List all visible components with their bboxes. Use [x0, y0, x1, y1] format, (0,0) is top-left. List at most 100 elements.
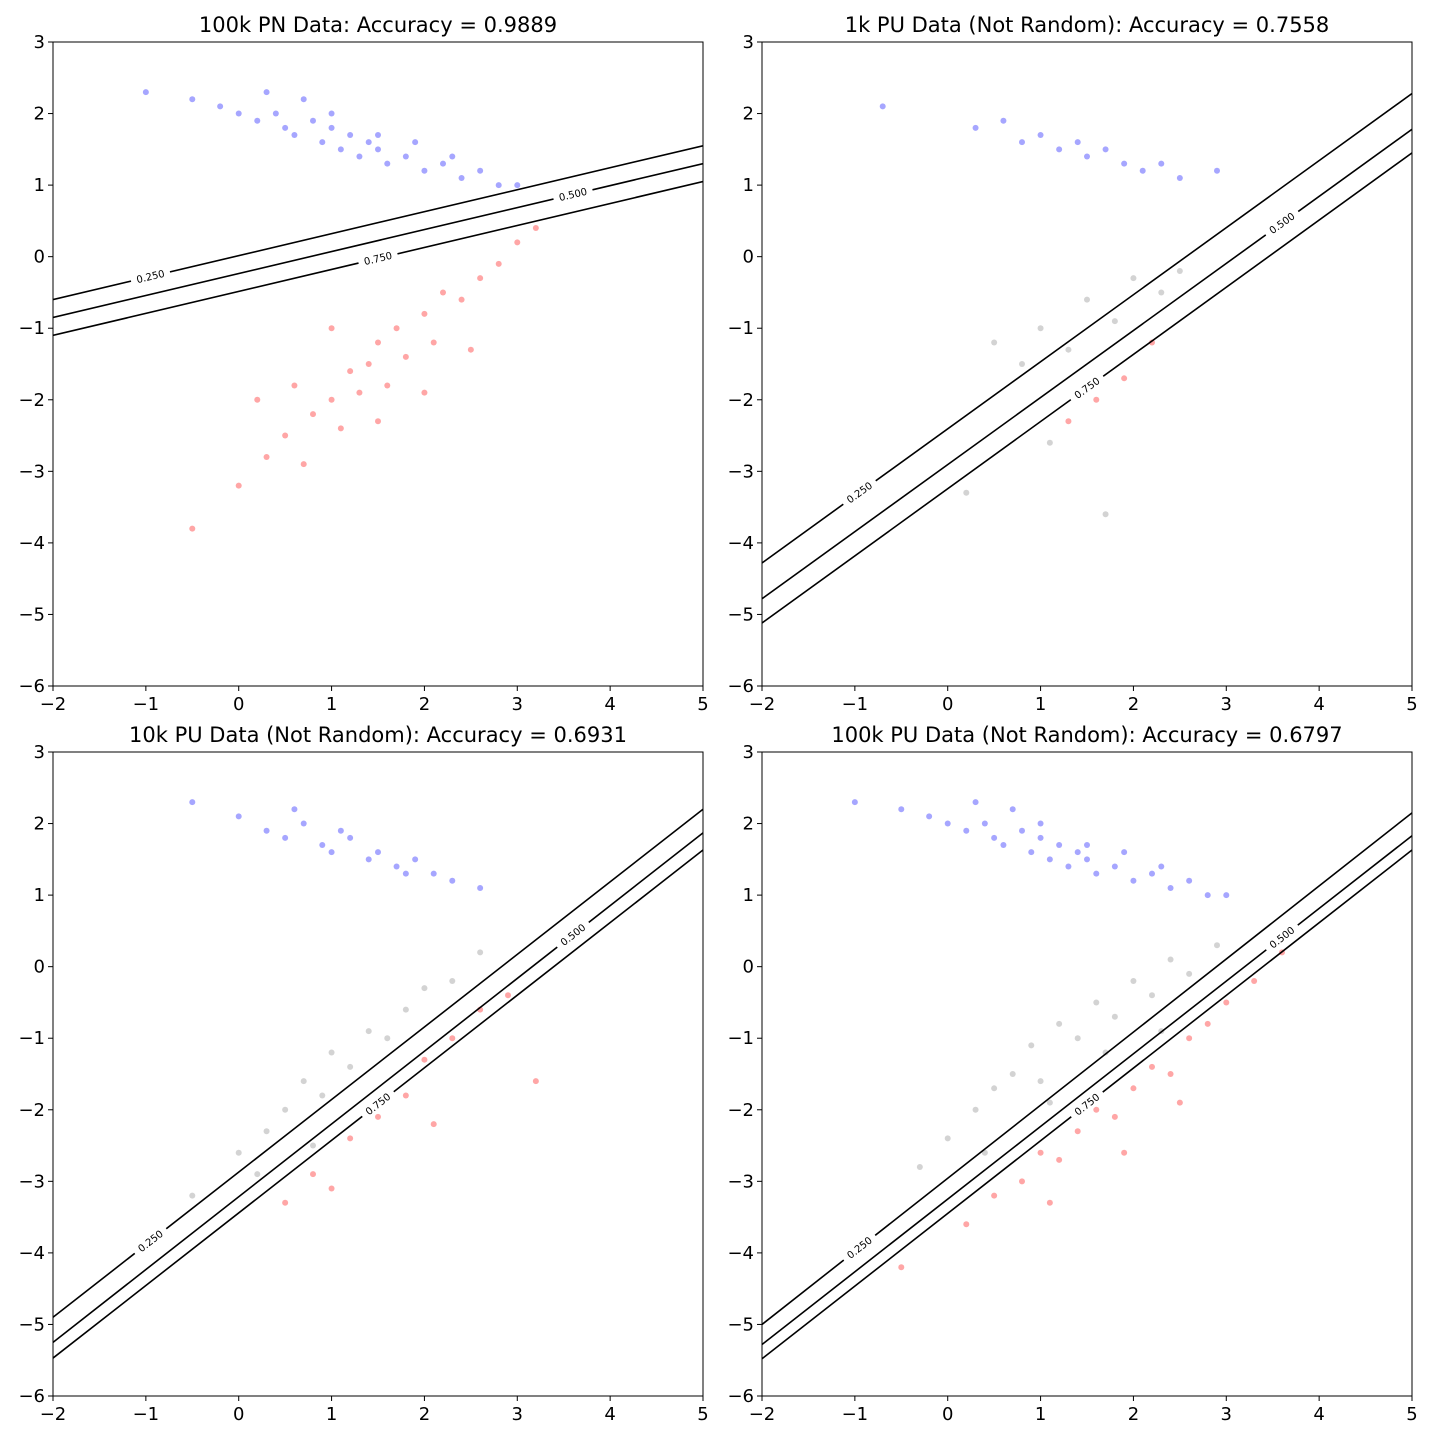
point — [384, 160, 391, 167]
contour-label-bg — [1066, 370, 1108, 406]
point — [1130, 877, 1137, 884]
y-tick-label: −3 — [727, 461, 754, 482]
point — [421, 310, 428, 317]
point — [449, 877, 456, 884]
x-tick-label: 5 — [1406, 1404, 1417, 1425]
contour-label-bg — [357, 1086, 399, 1122]
point — [916, 1164, 923, 1171]
x-tick-label: 0 — [233, 694, 244, 715]
x-tick-label: −2 — [40, 694, 67, 715]
contour-label-bg — [839, 1229, 880, 1266]
x-tick-label: −1 — [133, 1404, 160, 1425]
y-tick-label: 2 — [743, 814, 754, 835]
x-tick-label: 2 — [419, 694, 430, 715]
point — [384, 382, 391, 389]
point — [347, 1135, 354, 1142]
point — [189, 799, 196, 806]
point — [1149, 870, 1155, 877]
y-tick-label: −5 — [18, 604, 45, 625]
point — [217, 103, 224, 110]
point — [263, 454, 270, 461]
panel: 1k PU Data (Not Random): Accuracy = 0.75… — [727, 13, 1417, 715]
point — [1009, 806, 1016, 813]
point — [1102, 511, 1109, 518]
point — [1111, 1113, 1118, 1120]
point — [1130, 275, 1137, 282]
point — [272, 110, 279, 117]
point — [467, 346, 474, 353]
point — [926, 813, 933, 820]
x-tick-label: 3 — [512, 694, 523, 715]
point — [263, 89, 270, 96]
point — [1176, 174, 1183, 181]
point — [412, 139, 419, 146]
point — [310, 1171, 316, 1178]
point — [254, 117, 261, 124]
y-tick-label: −5 — [18, 1314, 45, 1335]
x-tick-label: 4 — [1313, 1404, 1324, 1425]
point — [430, 870, 437, 877]
y-tick-label: −4 — [18, 1243, 45, 1264]
y-tick-label: 1 — [743, 885, 754, 906]
contour-line — [53, 832, 703, 1343]
point — [495, 182, 502, 189]
x-tick-label: −2 — [749, 694, 776, 715]
point — [402, 1092, 409, 1099]
point — [300, 820, 307, 827]
point — [1093, 999, 1100, 1006]
point — [347, 368, 354, 375]
point — [1056, 146, 1063, 153]
point — [282, 1106, 289, 1113]
x-tick-label: −1 — [842, 694, 869, 715]
point — [991, 1192, 998, 1199]
x-tick-label: 4 — [604, 1404, 615, 1425]
point — [393, 325, 400, 332]
x-tick-label: −1 — [133, 694, 160, 715]
y-tick-label: 3 — [743, 742, 754, 763]
point — [402, 1006, 409, 1013]
point — [1121, 1149, 1128, 1156]
x-tick-label: 2 — [1128, 1404, 1139, 1425]
point — [449, 1035, 456, 1042]
point — [300, 461, 307, 468]
point — [1037, 1078, 1044, 1085]
point — [1000, 842, 1007, 849]
point — [328, 849, 335, 856]
point — [282, 834, 289, 841]
point — [356, 153, 363, 160]
contour-label-bg — [1066, 1086, 1108, 1123]
point — [375, 418, 381, 425]
axes-frame — [761, 751, 1413, 1397]
y-tick-label: −4 — [18, 533, 45, 554]
point — [421, 167, 428, 174]
y-tick-label: 2 — [34, 814, 45, 835]
point — [235, 110, 242, 117]
point — [430, 339, 437, 346]
point — [282, 1199, 289, 1206]
y-tick-label: −6 — [727, 676, 754, 697]
point — [963, 827, 970, 834]
point — [1046, 1199, 1053, 1206]
contour-label-bg — [1261, 205, 1303, 241]
point — [851, 799, 858, 806]
point — [514, 239, 521, 246]
y-tick-label: 1 — [743, 175, 754, 196]
point — [393, 863, 400, 870]
point — [1176, 1099, 1183, 1106]
point — [319, 1092, 326, 1099]
point — [1121, 160, 1128, 167]
point — [254, 396, 261, 403]
point — [477, 275, 484, 282]
contour-label-bg — [129, 265, 172, 288]
point — [981, 820, 988, 827]
point — [1121, 849, 1128, 856]
point — [328, 1185, 335, 1192]
point — [402, 353, 409, 360]
y-tick-label: −3 — [18, 461, 45, 482]
y-tick-label: 2 — [34, 104, 45, 125]
x-tick-label: 5 — [1406, 694, 1417, 715]
x-tick-label: 1 — [326, 694, 337, 715]
point — [963, 489, 970, 496]
